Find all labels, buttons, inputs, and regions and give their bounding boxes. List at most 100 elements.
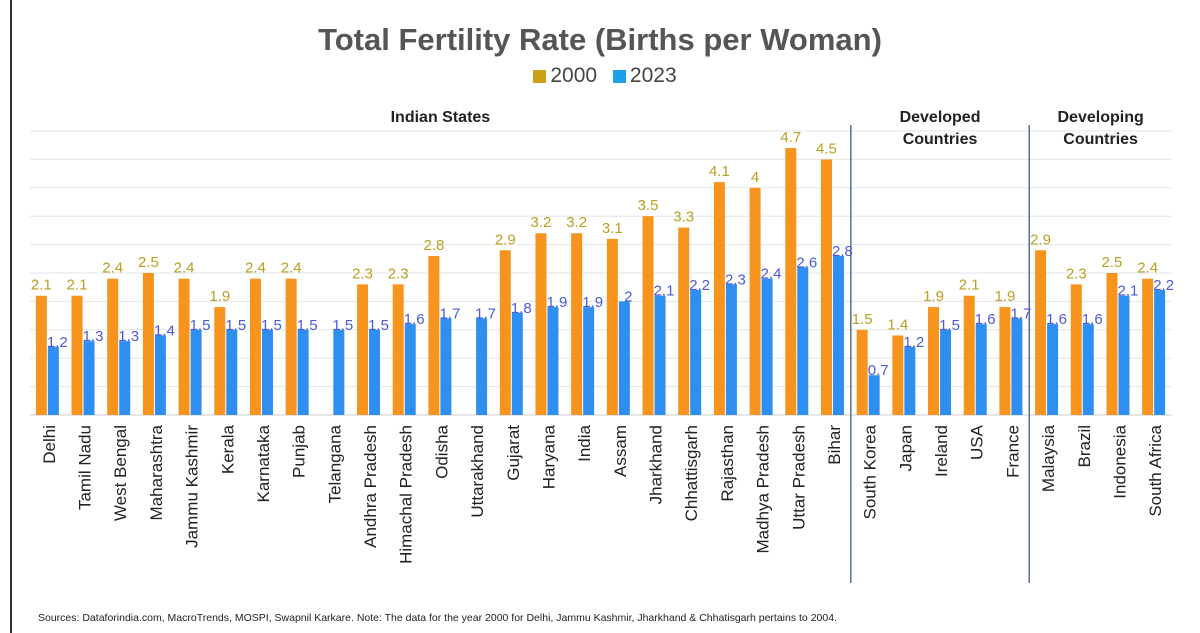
data-label-2023: 2.1	[654, 283, 675, 300]
data-label-2023: 1.7	[439, 305, 460, 322]
x-tick-label: Rajasthan	[718, 425, 737, 502]
data-label-2000: 1.9	[923, 288, 944, 305]
data-label-2023: 1.5	[332, 317, 353, 334]
x-tick-label: Uttarakhand	[468, 425, 487, 518]
data-label-2000: 2.5	[1102, 254, 1123, 271]
bar-2023	[832, 255, 844, 415]
bar-2023	[119, 341, 131, 415]
bar-2000	[428, 255, 440, 415]
data-label-2000: 1.5	[852, 311, 873, 328]
bar-2023	[83, 341, 95, 415]
group-label: Indian States	[391, 109, 491, 126]
bar-2023	[1011, 318, 1023, 415]
x-tick-label: Japan	[896, 425, 915, 471]
bar-2023	[618, 301, 630, 415]
chart-title: Total Fertility Rate (Births per Woman)	[318, 22, 882, 57]
x-tick-label: Chhattisgarh	[682, 425, 701, 521]
data-label-2023: 1.4	[154, 322, 175, 339]
bar-2023	[975, 324, 987, 415]
bar-2023	[868, 375, 880, 415]
data-label-2023: 1.2	[903, 334, 924, 351]
bar-2023	[476, 318, 488, 415]
bar-2000	[713, 182, 725, 415]
data-label-2023: 1.3	[83, 328, 104, 345]
bar-2000	[392, 284, 404, 415]
bar-2000	[285, 278, 297, 415]
data-label-2023: 1.6	[975, 311, 996, 328]
x-tick-label: Brazil	[1075, 425, 1094, 468]
data-label-2000: 2.1	[31, 277, 52, 294]
data-label-2000: 2.3	[388, 265, 409, 282]
x-tick-label: West Bengal	[111, 425, 130, 521]
x-tick-label: Kerala	[218, 424, 237, 474]
data-label-2023: 2.8	[832, 243, 853, 260]
data-label-2023: 1.3	[118, 328, 139, 345]
data-label-2000: 2.8	[423, 237, 444, 254]
bar-2023	[47, 346, 59, 415]
data-label-2000: 2.4	[102, 260, 123, 277]
group-label: Countries	[1063, 131, 1138, 148]
legend-label-2023: 2023	[629, 64, 677, 87]
bar-2000	[678, 227, 690, 415]
bar-2023	[547, 307, 559, 415]
bar-2000	[214, 307, 226, 415]
data-label-2000: 4	[751, 169, 759, 186]
group-label: Developed	[900, 109, 981, 126]
bar-2023	[1047, 324, 1059, 415]
data-label-2023: 1.8	[511, 300, 532, 317]
data-label-2023: 2.6	[796, 254, 817, 271]
bar-2023	[154, 335, 166, 415]
bar-2000	[749, 187, 761, 415]
bar-2000	[856, 329, 868, 415]
bar-2023	[725, 284, 737, 415]
group-label: Developing	[1058, 109, 1144, 126]
x-tick-label: Assam	[611, 425, 630, 477]
bar-2000	[571, 233, 583, 415]
x-tick-label: Telangana	[325, 424, 344, 503]
data-label-2000: 1.4	[887, 316, 908, 333]
legend: 2000 2023	[0, 64, 1200, 88]
bar-2023	[511, 312, 523, 415]
x-tick-label: Malaysia	[1039, 424, 1058, 492]
data-label-2023: 1.5	[190, 317, 211, 334]
x-tick-label: Maharashtra	[147, 424, 166, 520]
bar-2000	[928, 307, 940, 415]
data-label-2023: 1.5	[939, 317, 960, 334]
data-label-2023: 2.1	[1118, 283, 1139, 300]
x-tick-label: Indonesia	[1110, 424, 1129, 498]
bar-2000	[892, 335, 904, 415]
x-tick-label: Odisha	[432, 424, 451, 478]
data-label-2023: 1.7	[475, 305, 496, 322]
bar-2023	[797, 267, 809, 415]
bar-2000	[606, 238, 618, 415]
bar-2000	[107, 278, 119, 415]
data-label-2000: 2.9	[495, 231, 516, 248]
bar-2000	[357, 284, 369, 415]
data-label-2023: 2	[624, 288, 632, 305]
data-label-2000: 3.5	[638, 197, 659, 214]
bar-2023	[1154, 290, 1166, 415]
x-tick-label: Bihar	[825, 425, 844, 465]
x-tick-label: Tamil Nadu	[76, 425, 95, 510]
data-label-2023: 1.9	[547, 294, 568, 311]
bar-2023	[583, 307, 595, 415]
bar-2000	[963, 295, 975, 415]
bar-2000	[499, 250, 511, 415]
data-label-2000: 2.9	[1030, 231, 1051, 248]
bar-2000	[142, 273, 154, 415]
data-label-2000: 2.4	[174, 260, 195, 277]
bar-2023	[369, 329, 381, 415]
bar-2000	[820, 159, 832, 415]
frame	[10, 0, 1200, 633]
x-tick-label: USA	[968, 424, 987, 460]
x-tick-label: Andhra Pradesh	[361, 425, 380, 548]
x-tick-label: Jharkhand	[647, 425, 666, 504]
x-tick-label: Uttar Pradesh	[789, 425, 808, 530]
bar-2023	[190, 329, 202, 415]
bar-2023	[333, 329, 345, 415]
data-label-2000: 3.3	[673, 209, 694, 226]
x-tick-label: Himachal Pradesh	[397, 425, 416, 564]
group-label: Countries	[903, 131, 978, 148]
data-label-2000: 2.1	[959, 277, 980, 294]
